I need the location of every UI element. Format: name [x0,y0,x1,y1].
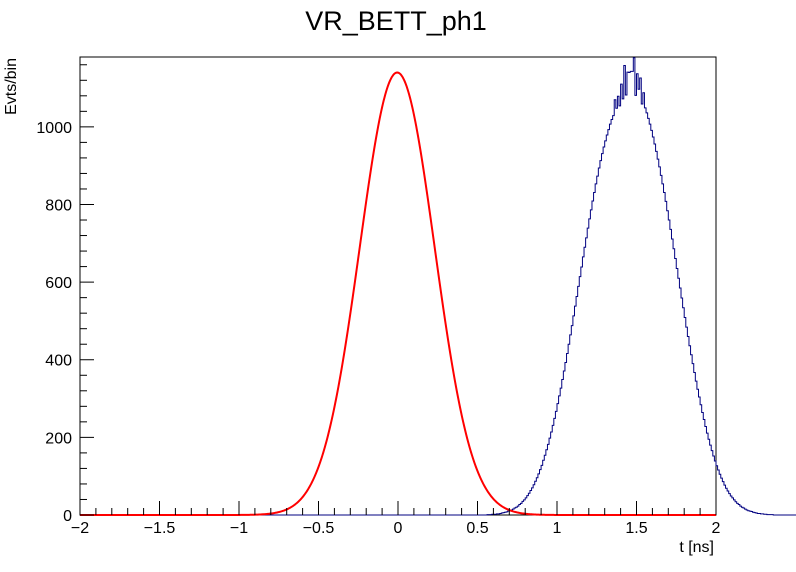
plot-frame [79,56,717,516]
y-tick-label: 400 [45,353,72,370]
histogram-series [80,57,796,516]
y-tick-label: 1000 [36,120,72,137]
y-axis: 0 200 400 600 800 1000 [36,64,94,525]
fit-curve [80,71,716,516]
gaussian-fit-series [80,71,716,516]
x-axis: −2 −1.5 −1 −0.5 0 0.5 1 1.5 2 [71,501,721,537]
y-tick-label: 600 [45,275,72,292]
y-tick-label: 200 [45,430,72,447]
x-tick-label: 1 [553,520,562,537]
x-tick-label: −2 [71,520,89,537]
x-tick-label: 2 [712,520,721,537]
y-axis-label: Evts/bin [3,58,20,115]
x-tick-label: −1 [230,520,248,537]
x-tick-label: −1.5 [144,520,176,537]
x-tick-label: −0.5 [303,520,335,537]
histogram-outline [80,57,796,516]
y-tick-label: 800 [45,197,72,214]
x-axis-label: t [ns] [679,539,714,556]
x-tick-label: 1.5 [625,520,647,537]
x-tick-label: 0.5 [466,520,488,537]
x-tick-label: 0 [394,520,403,537]
y-tick-label: 0 [63,508,72,525]
chart-title: VR_BETT_ph1 [305,6,487,36]
